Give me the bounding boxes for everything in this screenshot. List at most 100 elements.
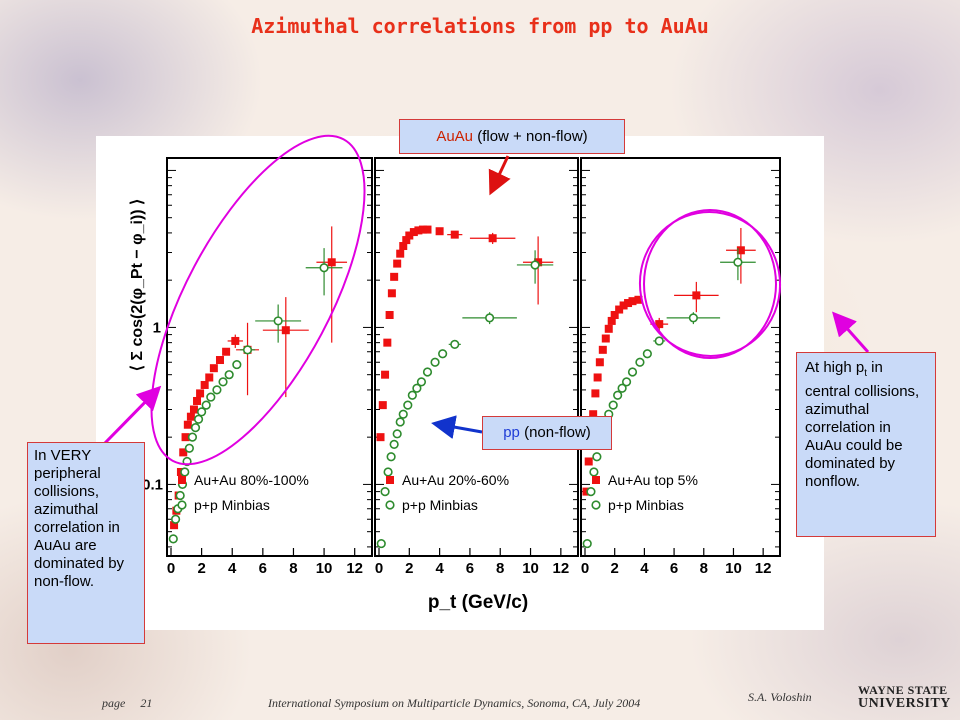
data-point-pp [416, 377, 427, 387]
legend-marker-pp [591, 500, 601, 510]
footer-author: S.A. Voloshin [748, 690, 812, 704]
x-tick-label: 10 [522, 560, 539, 577]
data-point-pp [582, 538, 592, 549]
data-point-auau [598, 345, 607, 354]
data-point-pp [170, 514, 181, 524]
data-point-auau [610, 310, 619, 319]
data-point-auau [383, 338, 392, 347]
data-point-pp [438, 349, 448, 359]
y-tick-label: 1 [153, 319, 161, 336]
data-point-auau [193, 396, 202, 405]
data-point-pp [319, 263, 329, 273]
data-point-auau [170, 521, 179, 530]
data-point-auau [387, 289, 396, 298]
x-tick-label: 2 [197, 560, 205, 577]
data-point-pp [589, 467, 599, 477]
data-point-auau [615, 305, 624, 314]
arrow-peripheral [102, 385, 162, 446]
footer-page-number: 21 [140, 696, 153, 710]
data-point-auau [584, 457, 593, 466]
data-point-pp [201, 400, 211, 410]
data-point-auau [607, 316, 616, 325]
data-point-pp [380, 487, 390, 497]
data-point-pp [398, 409, 408, 419]
data-point-pp [187, 432, 198, 442]
data-point-auau [628, 297, 637, 306]
x-tick-label: 0 [581, 560, 589, 577]
logo-line1: WAYNE STATE [858, 683, 948, 697]
data-point-pp [635, 357, 645, 367]
data-point-auau [281, 326, 290, 335]
data-point-auau [418, 225, 427, 234]
data-point-pp [376, 538, 386, 549]
data-point-auau [405, 231, 414, 240]
data-point-auau [186, 412, 195, 421]
legend-label-pp: p+p Minbias [402, 497, 478, 513]
data-point-auau [601, 334, 610, 343]
logo-line2: UNIVERSITY [858, 696, 951, 711]
data-point-pp [485, 313, 495, 323]
panel-frame [166, 157, 373, 557]
data-point-auau [179, 448, 188, 457]
data-point-auau [196, 389, 205, 398]
data-point-pp [184, 443, 194, 453]
data-point-auau [655, 320, 664, 329]
data-point-pp [224, 370, 234, 380]
data-point-auau [591, 389, 600, 398]
callout-pp-label: pp [503, 424, 520, 441]
highlight-ellipse-central-outline [643, 209, 777, 359]
data-point-pp [450, 339, 460, 349]
legend-marker-auau [592, 476, 600, 484]
data-point-auau [222, 347, 231, 356]
data-point-pp [627, 367, 638, 377]
data-point-pp [688, 313, 698, 323]
data-point-pp [386, 452, 396, 462]
data-point-pp [197, 407, 207, 417]
data-point-auau [692, 291, 701, 300]
data-point-auau [205, 373, 214, 382]
x-tick-label: 12 [755, 560, 772, 577]
footer-page-label: page [102, 696, 126, 710]
x-axis-label: p_t (GeV/c) [428, 592, 528, 613]
figure-panel [96, 136, 824, 630]
data-point-pp [175, 490, 185, 501]
data-point-auau [393, 259, 402, 268]
data-point-auau [390, 272, 399, 281]
data-point-pp [190, 423, 201, 433]
data-point-auau [423, 225, 432, 234]
data-point-pp [180, 467, 190, 477]
data-point-pp [592, 452, 602, 462]
legend-marker-pp [385, 500, 395, 510]
data-point-auau [385, 310, 394, 319]
data-point-pp [430, 357, 440, 367]
x-tick-label: 8 [289, 560, 297, 577]
data-point-pp [389, 439, 399, 449]
x-tick-label: 10 [725, 560, 742, 577]
data-point-auau [200, 380, 209, 389]
data-point-pp [193, 414, 204, 424]
x-tick-label: 6 [670, 560, 678, 577]
data-point-auau [450, 230, 459, 239]
x-tick-label: 8 [700, 560, 708, 577]
x-tick-label: 8 [496, 560, 504, 577]
x-tick-label: 10 [316, 560, 333, 577]
data-point-auau [414, 226, 423, 235]
data-point-pp [407, 390, 417, 400]
data-point-pp [621, 377, 632, 387]
legend-label-auau: Au+Au top 5% [608, 472, 698, 488]
footer-page: page 21 [102, 696, 152, 711]
data-point-auau [209, 364, 218, 373]
data-point-pp [422, 367, 433, 377]
data-point-auau [396, 249, 405, 258]
data-point-pp [242, 345, 253, 355]
data-point-auau [595, 358, 604, 367]
data-point-pp [586, 487, 596, 497]
data-point-auau [604, 324, 613, 333]
data-point-auau [634, 295, 643, 304]
legend-label-pp: p+p Minbias [194, 497, 270, 513]
data-point-pp [395, 417, 405, 427]
data-point-pp [206, 392, 216, 402]
data-point-auau [215, 356, 224, 365]
legend-marker-auau [178, 476, 186, 484]
x-tick-label: 4 [435, 560, 444, 577]
